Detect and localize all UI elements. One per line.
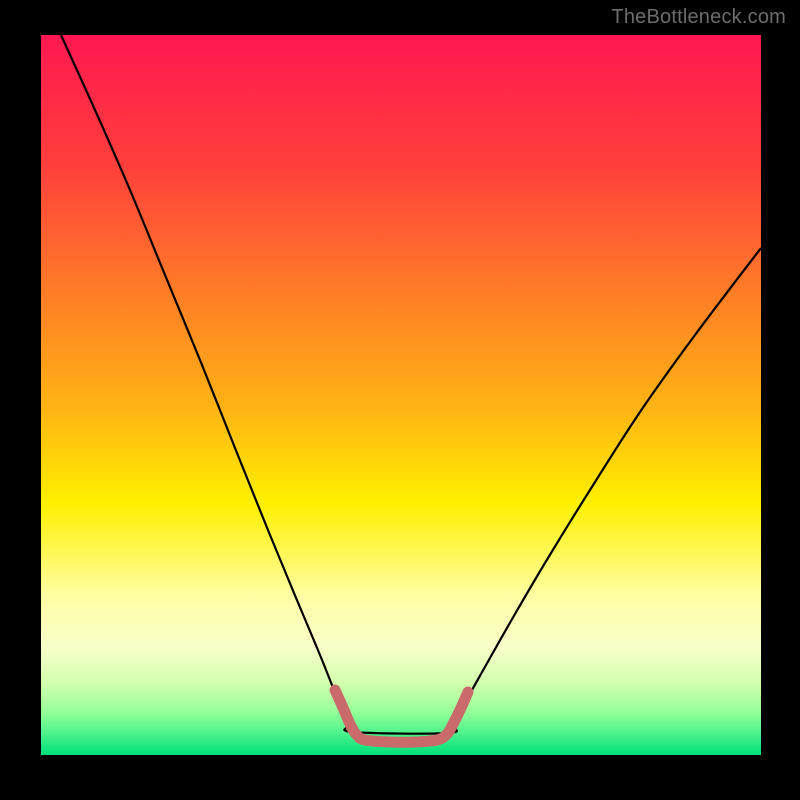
watermark-text: TheBottleneck.com: [611, 6, 786, 29]
chart-frame: { "watermark": { "text": "TheBottleneck.…: [0, 0, 800, 800]
bottleneck-chart: [0, 0, 800, 800]
